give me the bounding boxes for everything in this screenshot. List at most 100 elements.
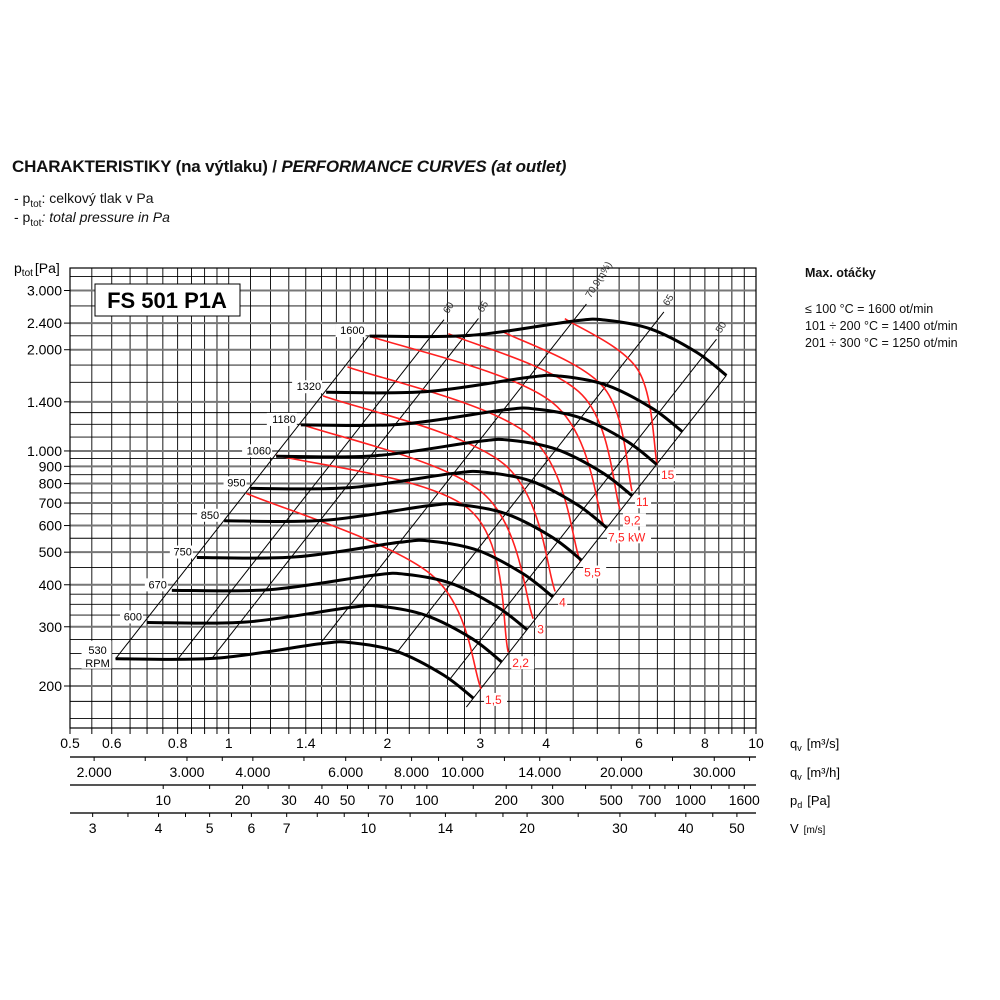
axis-tick-label: 10: [361, 820, 377, 836]
axis-tick-label: 5: [206, 820, 214, 836]
axis-label-main: p: [790, 793, 797, 808]
axis-tick-label: 100: [415, 792, 439, 808]
legend-text: : total pressure in Pa: [41, 209, 170, 225]
legend-line-cz: - ptot: celkový tlak v Pa: [14, 190, 154, 210]
x-tick-label: 1: [225, 735, 233, 751]
rpm-label-bg: [169, 545, 193, 559]
fan-curve: [250, 469, 608, 529]
legend-sub: tot: [30, 198, 42, 210]
y-axis-unit: [Pa]: [35, 260, 60, 276]
y-tick-label: 800: [39, 476, 63, 492]
power-label-bg: [660, 468, 677, 482]
rpm-label: 850: [201, 510, 219, 522]
power-label: 2,2: [512, 656, 529, 670]
power-curve: [347, 366, 581, 562]
rpm-label: 950: [227, 477, 245, 489]
fan-curve: [196, 538, 554, 599]
power-label-bg: [484, 692, 508, 706]
axis-tick-label: 40: [678, 820, 694, 836]
x-tick-label: 2: [384, 735, 392, 751]
rpm-label: 1180: [272, 414, 296, 426]
power-label: 11: [636, 495, 649, 509]
fan-curve: [224, 502, 583, 562]
axis-label: qv [m³/h]: [790, 765, 840, 782]
power-label: 15: [661, 468, 675, 482]
x-tick-label: 10: [748, 735, 764, 751]
axis-tick-label: 20: [235, 792, 251, 808]
rpm-label-bg: [266, 412, 297, 426]
axis-unit: [m³/s]: [807, 736, 840, 751]
legend-line-en: - ptot: total pressure in Pa: [14, 209, 170, 229]
efficiency-label: 50: [714, 320, 729, 336]
fan-curve: [326, 373, 684, 433]
y-tick-label: 500: [39, 544, 63, 560]
rpm-label-bg: [242, 444, 273, 458]
axis-tick-label: 8.000: [394, 764, 429, 780]
axis-label: qv [m³/s]: [790, 736, 839, 753]
efficiency-label: 70,9(η%): [584, 260, 615, 300]
power-label: 7,5 kW: [608, 530, 646, 544]
fan-curve: [115, 640, 475, 700]
axis-tick-label: 7: [283, 820, 291, 836]
axis-tick-label: 700: [638, 792, 662, 808]
rpm-label: 670: [148, 579, 166, 591]
legend-sub: tot: [30, 217, 42, 229]
max-speed-title: Max. otáčky: [805, 266, 876, 280]
rpm-label-bg: [223, 476, 247, 490]
power-label: 3: [537, 623, 544, 637]
rpm-label-bg: [81, 640, 112, 669]
axis-label-main: q: [790, 765, 797, 780]
power-curve: [502, 330, 633, 492]
x-tick-label: 4: [542, 735, 550, 751]
rpm-label: 530: [88, 645, 106, 657]
max-speed-line: ≤ 100 °C = 1600 ot/min: [805, 302, 934, 316]
axis-label-sub: v: [797, 772, 802, 782]
x-tick-label: 1.4: [296, 735, 316, 751]
x-tick-label: 0.8: [168, 735, 188, 751]
rpm-label-bg: [120, 610, 144, 624]
plot-frame: [69, 267, 757, 729]
power-label-bg: [622, 513, 646, 527]
power-label-bg: [511, 656, 535, 670]
axis-tick-label: 14.000: [518, 764, 561, 780]
rpm-label: 600: [124, 611, 142, 623]
x-tick-label: 0.6: [102, 735, 122, 751]
x-tick-label: 3: [476, 735, 484, 751]
fan-curve: [300, 406, 658, 466]
title-italic: PERFORMANCE CURVES (at outlet): [281, 157, 567, 176]
power-label-bg: [558, 595, 568, 609]
axis-tick-label: 50: [340, 792, 356, 808]
x-tick-label: 6: [635, 735, 643, 751]
power-label-bg: [635, 495, 652, 509]
axis-unit: [Pa]: [807, 793, 830, 808]
axis-label-sub: d: [797, 800, 802, 810]
axis-tick-label: 30.000: [693, 764, 736, 780]
rpm-label: 750: [173, 547, 191, 559]
legend-prefix: - p: [14, 209, 31, 225]
axis-tick-label: 3.000: [169, 764, 204, 780]
axis-label-sub: v: [797, 743, 802, 753]
legend-text: : celkový tlak v Pa: [41, 190, 154, 206]
axis-tick-label: 20.000: [600, 764, 643, 780]
legend-prefix: - p: [14, 190, 31, 206]
rpm-label: 1600: [340, 325, 364, 337]
axis-tick-label: 14: [438, 820, 454, 836]
axis-label: V [m/s]: [790, 821, 826, 836]
axis-tick-label: 4.000: [235, 764, 270, 780]
axis-label-main: V: [790, 821, 799, 836]
y-axis-label-main: p: [14, 260, 22, 276]
power-curve: [300, 423, 534, 620]
axis-unit: [m/s]: [804, 825, 826, 836]
power-curve: [369, 335, 605, 527]
y-tick-label: 600: [39, 518, 63, 534]
axis-tick-label: 30: [281, 792, 297, 808]
axis-tick-label: 40: [314, 792, 330, 808]
model-label-box: [94, 283, 241, 317]
power-label-bg: [583, 565, 607, 579]
y-tick-label: 1.000: [27, 443, 62, 459]
rpm-unit: RPM: [85, 658, 109, 670]
axis-label-main: q: [790, 736, 797, 751]
axis-tick-label: 3: [89, 820, 97, 836]
power-label: 1,5: [485, 693, 502, 707]
